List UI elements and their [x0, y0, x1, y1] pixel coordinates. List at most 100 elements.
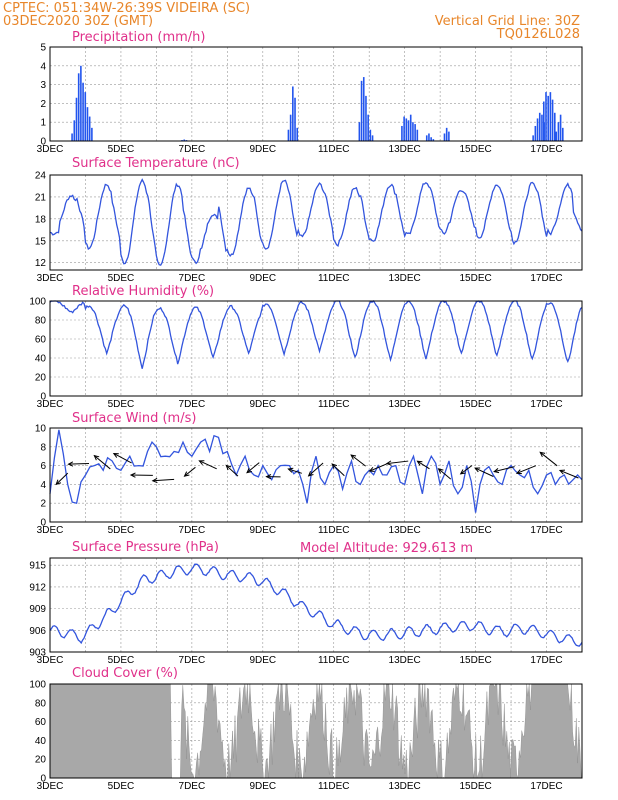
x-tick-label: 7DEC	[179, 399, 206, 410]
wind-arrow	[331, 463, 345, 477]
wind-arrow-head	[55, 479, 62, 486]
wind-arrow	[288, 468, 302, 474]
precip-bar	[553, 112, 556, 141]
header-line2: 03DEC2020 30Z (GMT)	[3, 14, 153, 29]
precip-bar	[542, 101, 545, 141]
wind-arrow-head	[183, 471, 190, 477]
precip-bar	[365, 95, 367, 141]
wind-arrow	[559, 469, 579, 479]
precip-bar	[86, 107, 89, 141]
y-tick-label: 40	[35, 736, 47, 747]
x-tick-label: 11DEC	[318, 655, 350, 666]
y-tick-label: 100	[29, 297, 46, 308]
y-tick-label: 60	[35, 335, 47, 346]
precip-bar	[428, 133, 430, 141]
wind-arrow-head	[151, 477, 158, 484]
x-tick-label: 13DEC	[389, 399, 421, 410]
precip-bar	[296, 127, 299, 141]
wind-arrow-head	[67, 461, 74, 467]
x-tick-label: 17DEC	[530, 399, 562, 410]
precip-bar	[430, 137, 432, 141]
y-tick-label: 5	[40, 43, 46, 54]
y-tick-label: 912	[29, 582, 46, 593]
y-tick-label: 2	[40, 499, 46, 510]
wind-arrow-head	[129, 472, 136, 478]
precip-bar	[532, 135, 534, 141]
header-line1: CPTEC: 051:34W-26:39S VIDEIRA (SC)	[3, 1, 250, 16]
precip-bar	[414, 124, 416, 141]
precip-bar	[294, 97, 296, 141]
x-tick-label: 17DEC	[530, 655, 562, 666]
wind-arrow-head	[385, 460, 392, 466]
wind-arrow	[516, 465, 537, 474]
precip-bar	[545, 92, 547, 141]
precip-bar	[425, 135, 428, 141]
x-tick-label: 3DEC	[37, 525, 64, 536]
temperature-line	[49, 178, 583, 266]
precip-bar	[416, 129, 419, 141]
x-tick-label: 13DEC	[389, 525, 421, 536]
wind-arrow-head	[112, 452, 119, 458]
precip-bar	[371, 135, 374, 141]
plot-frame	[49, 427, 583, 523]
model-altitude: Model Altitude: 929.613 m	[300, 541, 473, 556]
y-tick-label: 2	[40, 99, 46, 110]
precip-bar	[292, 86, 294, 141]
precip-bar	[547, 95, 549, 141]
wind-arrow-head	[93, 454, 100, 461]
x-tick-label: 9DEC	[249, 781, 276, 792]
x-tick-label: 7DEC	[179, 144, 206, 155]
x-tick-label: 11DEC	[318, 399, 350, 410]
precip-bar	[551, 99, 554, 141]
x-tick-label: 13DEC	[389, 655, 421, 666]
panel-1: 12 15 18 21 24 3DEC 5DEC 7DEC 9DEC 11DEC 13DEC 15DE…	[35, 156, 583, 284]
y-tick-label: 12	[35, 258, 47, 269]
x-tick-label: 5DEC	[108, 781, 135, 792]
wind-arrow	[308, 462, 324, 477]
precip-bar	[71, 133, 73, 141]
plot-frame	[49, 557, 583, 653]
precip-bar	[443, 133, 446, 141]
precip-bar	[562, 127, 564, 141]
panel-2: 0 20 40 60 80 100 3DEC 5DEC 7DEC 9DEC 11DEC 13DEC 15…	[29, 284, 583, 410]
x-tick-label: 5DEC	[108, 655, 135, 666]
precip-bar	[407, 120, 410, 141]
x-tick-label: 15DEC	[459, 144, 491, 155]
y-tick-label: 0	[40, 392, 46, 403]
y-tick-label: 3	[40, 80, 46, 91]
x-tick-label: 11DEC	[318, 144, 350, 155]
wind-arrow	[474, 467, 494, 477]
wind-arrow-head	[474, 467, 481, 473]
plot-frame	[49, 683, 583, 779]
y-tick-label: 1	[40, 118, 46, 129]
precip-bar	[405, 118, 408, 141]
wind-arrow	[386, 460, 409, 465]
x-tick-label: 7DEC	[179, 273, 206, 284]
x-tick-label: 11DEC	[318, 525, 350, 536]
y-tick-label: 15	[35, 236, 47, 247]
wind-arrow	[184, 466, 196, 477]
humidity-line	[49, 300, 583, 369]
wind-arrow-head	[198, 460, 205, 466]
y-tick-label: 0	[40, 518, 46, 529]
x-tick-label: 7DEC	[179, 655, 206, 666]
wind-line	[49, 429, 583, 513]
precip-bar	[559, 114, 562, 141]
precip-bar	[358, 122, 361, 141]
wind-arrow	[225, 465, 239, 477]
wind-arrow	[494, 466, 515, 473]
precip-bar	[401, 125, 403, 141]
y-tick-label: 906	[29, 626, 46, 637]
x-tick-label: 3DEC	[37, 273, 64, 284]
wind-arrow	[417, 460, 430, 470]
precip-bar	[287, 129, 290, 141]
x-tick-label: 7DEC	[179, 525, 206, 536]
x-tick-label: 5DEC	[108, 525, 135, 536]
wind-arrow-head	[459, 469, 466, 475]
precip-bar	[91, 127, 93, 141]
wind-arrow-head	[493, 468, 500, 474]
precip-bar	[77, 73, 80, 141]
wind-arrow-head	[539, 451, 546, 458]
wind-arrow	[94, 455, 111, 470]
x-tick-label: 3DEC	[37, 144, 64, 155]
